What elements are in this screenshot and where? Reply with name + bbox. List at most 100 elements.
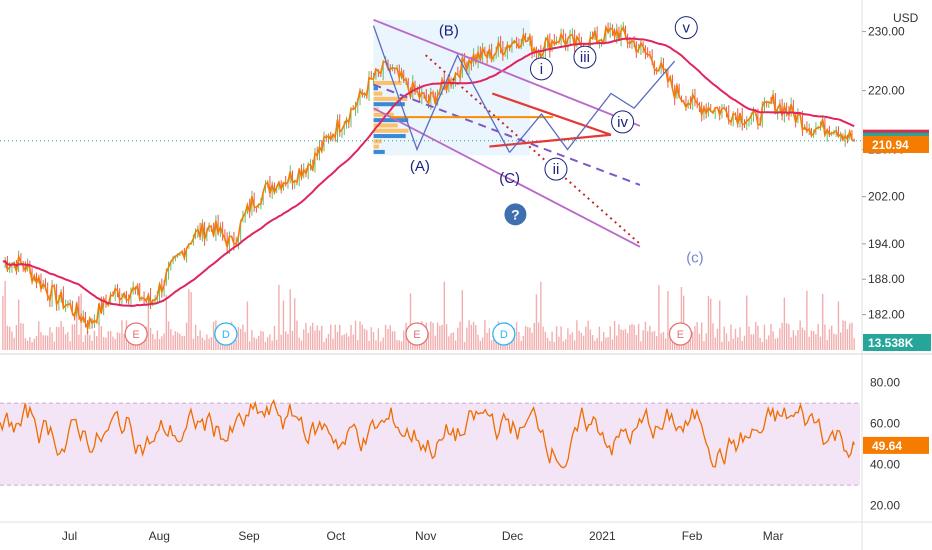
volume-bar	[585, 326, 587, 350]
volume-bar	[384, 324, 387, 350]
triangle-upper-line	[491, 92, 612, 136]
volume-bar	[527, 326, 529, 350]
volume-bar	[761, 341, 763, 350]
volume-bar	[555, 326, 558, 350]
volume-bar	[479, 340, 482, 350]
volume-bar	[533, 323, 535, 350]
volume-bar	[445, 324, 448, 350]
volume-bar	[573, 340, 576, 350]
volume-bar	[112, 336, 114, 350]
volume-bar	[774, 338, 777, 350]
volume-bar	[725, 333, 728, 350]
price-line	[2, 24, 855, 331]
volume-bar	[739, 327, 741, 350]
volume-bar	[806, 290, 808, 350]
rsi-axis-tick-label: 20.00	[870, 499, 900, 513]
wave-label: (c)	[686, 250, 704, 267]
volume-bar	[334, 324, 336, 350]
price-layer	[0, 21, 862, 335]
volume-bar	[571, 332, 574, 350]
volume-bar	[694, 326, 696, 350]
volume-bar	[158, 339, 161, 350]
volume-bar	[712, 323, 714, 350]
volume-bar	[350, 324, 352, 350]
volume-bar	[441, 324, 443, 350]
volume-bar	[312, 322, 314, 350]
event-marker-label: E	[132, 329, 139, 341]
time-axis-tick-label: Mar	[763, 529, 784, 543]
channel-lower-line	[373, 107, 641, 248]
volume-bar	[567, 328, 569, 350]
volume-bar	[529, 327, 531, 350]
volume-bar	[416, 341, 418, 350]
volume-bar	[626, 333, 629, 350]
volume-bar	[812, 331, 815, 350]
volume-bar	[156, 330, 159, 350]
volume-value-badge	[863, 334, 931, 351]
volume-bar	[511, 335, 513, 350]
wave-label: iii	[580, 49, 590, 66]
volume-profile-bar	[373, 118, 409, 123]
rsi-layer	[0, 398, 860, 486]
volume-profile-bar	[373, 96, 408, 101]
volume-bar	[680, 286, 683, 350]
volume-bar	[524, 326, 527, 350]
volume-bar	[201, 337, 204, 350]
volume-bar	[78, 334, 80, 350]
volume-bar	[15, 325, 18, 350]
volume-bar	[783, 297, 786, 350]
volume-bar	[93, 330, 96, 350]
volume-bar	[653, 330, 656, 350]
volume-bar	[167, 321, 170, 350]
volume-bar	[26, 340, 29, 350]
volume-bar	[768, 335, 770, 350]
volume-bar	[765, 339, 768, 350]
volume-bar	[598, 326, 601, 350]
volume-bar	[396, 339, 398, 350]
volume-bar	[486, 332, 488, 350]
volume-bar	[689, 332, 692, 350]
volume-bar	[551, 331, 553, 350]
volume-bar	[403, 330, 405, 350]
volume-bar	[640, 341, 642, 350]
volume-bar	[794, 335, 797, 350]
volume-bar	[91, 340, 93, 350]
volume-profile-bar	[373, 128, 409, 133]
volume-bar	[242, 324, 244, 350]
volume-bar	[730, 324, 732, 350]
volume-bar	[622, 330, 624, 350]
volume-bar	[67, 332, 69, 350]
marker-value-badge-label: 210.94	[872, 138, 909, 152]
volume-bar	[327, 333, 330, 350]
volume-bar	[596, 337, 598, 350]
volume-bar	[589, 329, 592, 350]
volume-bar	[309, 326, 312, 350]
volume-bar	[546, 337, 549, 350]
volume-bar	[450, 333, 452, 350]
wave-label: ii	[553, 161, 560, 178]
volume-bar	[732, 338, 734, 350]
volume-bar	[788, 324, 790, 350]
volume-bar	[321, 325, 323, 350]
time-axis-tick-label: Aug	[149, 529, 170, 543]
volume-bar	[294, 298, 296, 350]
price-axis-tick-label: 194.00	[868, 237, 905, 251]
volume-bar	[380, 341, 382, 350]
volume-bar	[808, 336, 810, 350]
volume-bar	[29, 337, 31, 350]
volume-bar	[569, 334, 571, 350]
volume-bar	[161, 336, 163, 350]
volume-bar	[698, 333, 701, 350]
volume-bar	[96, 336, 98, 350]
volume-profile-bar	[373, 149, 385, 154]
volume-bar	[649, 325, 651, 350]
volume-bar	[803, 330, 806, 350]
volume-bar	[203, 340, 206, 350]
event-marker-dividend	[214, 322, 238, 346]
volume-bar	[454, 340, 457, 350]
volume-bar	[600, 341, 603, 350]
volume-bar	[382, 337, 384, 350]
volume-bar	[611, 339, 614, 350]
volume-bar	[618, 324, 620, 350]
volume-bar	[616, 335, 618, 350]
